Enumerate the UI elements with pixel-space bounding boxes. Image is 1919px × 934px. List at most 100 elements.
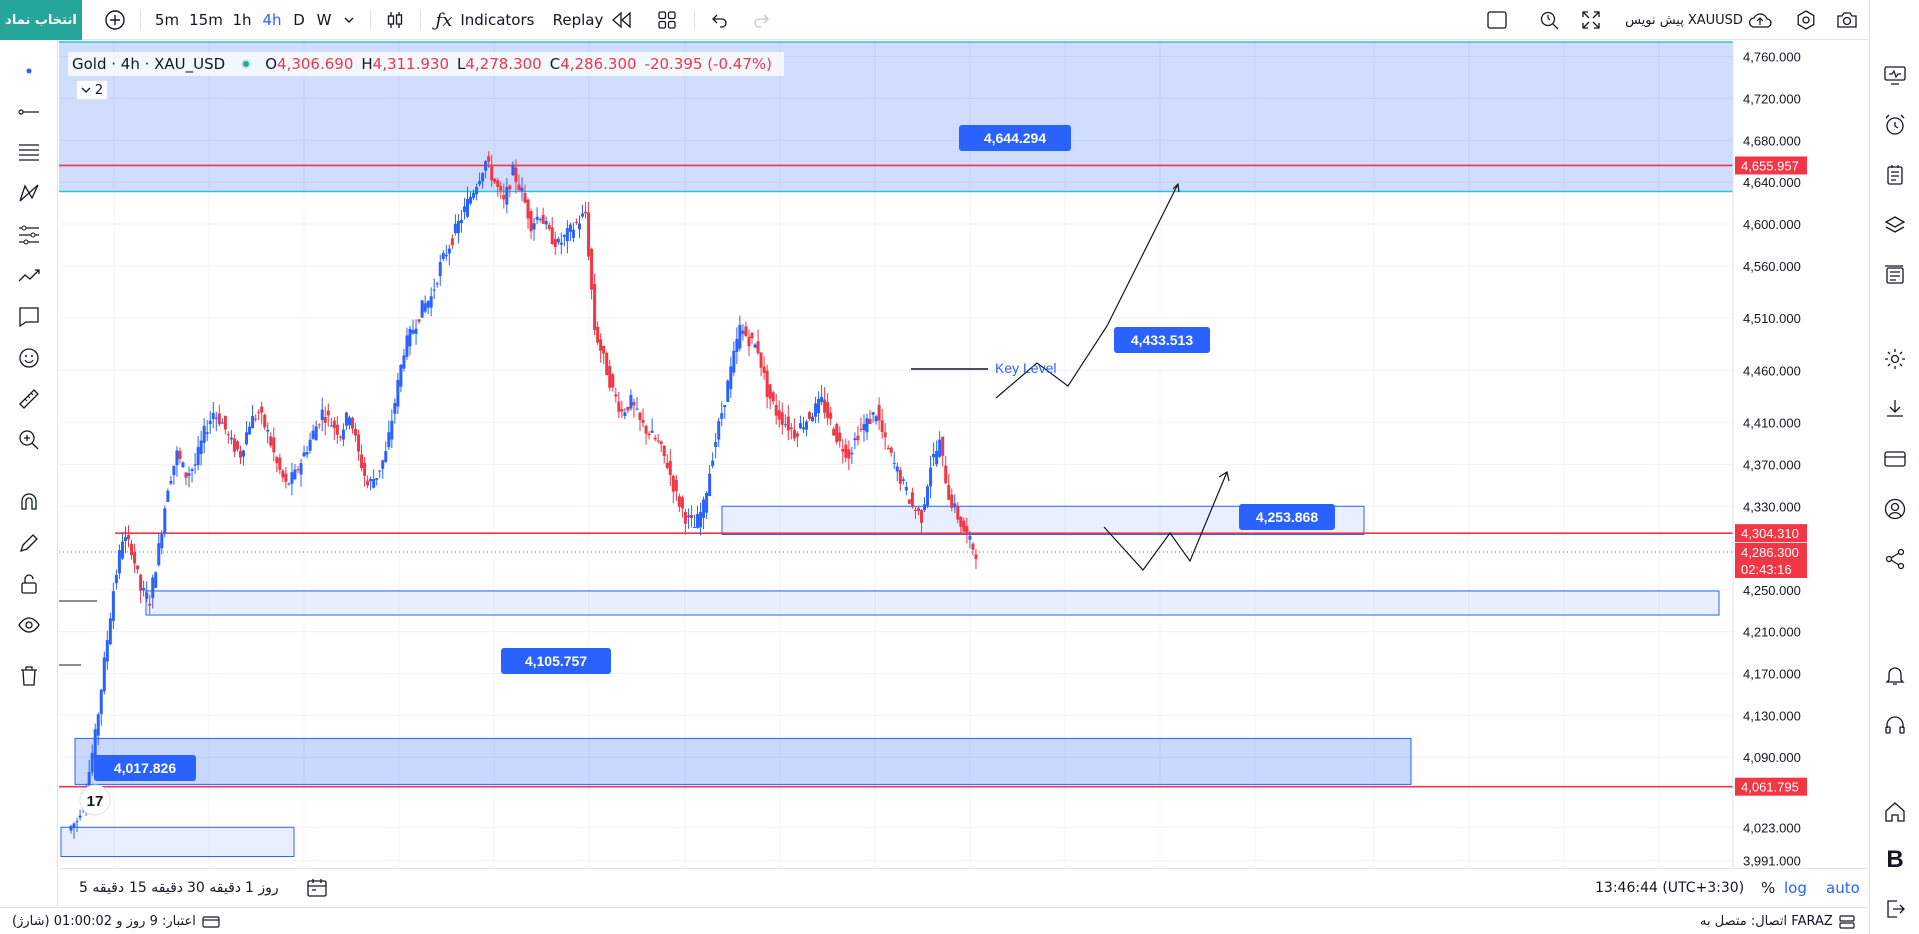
maximize-button[interactable]: [1576, 0, 1606, 40]
symbol-select-button[interactable]: انتخاب نماد: [0, 0, 82, 40]
notes-button[interactable]: [1880, 160, 1910, 190]
price-tick-label: 4,370.000: [1743, 457, 1801, 472]
delete-drawings-tool[interactable]: [14, 661, 44, 691]
candle-body: [317, 424, 321, 426]
candle-body: [671, 475, 675, 492]
camera-icon: [1837, 12, 1857, 28]
range-5-minutes[interactable]: 5 دقیقه: [79, 880, 125, 896]
auto-scale-toggle[interactable]: auto: [1826, 879, 1860, 897]
payment-button[interactable]: [1880, 444, 1910, 474]
fib-tool[interactable]: [14, 138, 44, 168]
interval-1h[interactable]: 1h: [232, 11, 252, 29]
go-to-date-button[interactable]: [305, 869, 329, 907]
news-button[interactable]: [1880, 260, 1910, 290]
legend-symbol[interactable]: Gold · 4h · XAU_USD: [72, 55, 226, 73]
quick-search-button[interactable]: [1534, 0, 1564, 40]
eye-icon: [18, 617, 40, 633]
interval-15m[interactable]: 15m: [189, 11, 223, 29]
price-chart[interactable]: Key Level 4,644.294 4,433.513 4,253.868 4,10…: [59, 41, 1868, 867]
candle-body: [556, 238, 560, 243]
settings-button[interactable]: [1880, 344, 1910, 374]
redo-button[interactable]: [746, 0, 776, 40]
chart-pane[interactable]: Key Level 4,644.294 4,433.513 4,253.868 4,10…: [59, 41, 1868, 907]
candle-body: [435, 283, 439, 285]
stay-in-drawing-tool[interactable]: [14, 528, 44, 558]
notifications-button[interactable]: [1880, 660, 1910, 690]
candle-body: [732, 350, 736, 373]
candle-body: [145, 592, 149, 599]
layout-button[interactable]: [652, 0, 682, 40]
interval-5m[interactable]: 5m: [154, 11, 180, 29]
candle-body: [441, 253, 445, 259]
candle-body: [266, 429, 270, 432]
download-icon: [1887, 400, 1903, 417]
text-tool[interactable]: [14, 302, 44, 332]
replay-button[interactable]: Replay: [548, 0, 638, 40]
candle-body: [357, 434, 361, 452]
trend-line-tool[interactable]: [14, 97, 44, 127]
candle-body: [883, 432, 887, 438]
candle-body: [641, 420, 645, 423]
candle-body: [447, 248, 451, 254]
layers-button[interactable]: [1880, 210, 1910, 240]
candle-body: [393, 402, 397, 414]
chart-type-button[interactable]: [380, 0, 410, 40]
clock-timezone[interactable]: 13:46:44 (UTC+3:30): [1595, 880, 1745, 896]
candle-body: [871, 412, 875, 415]
interval-day[interactable]: D: [293, 11, 305, 29]
layout-name-button[interactable]: پیش نویس XAUUSD: [1622, 0, 1746, 40]
candle-body: [798, 423, 802, 429]
pattern-tool[interactable]: [14, 179, 44, 209]
interval-4h[interactable]: 4h: [262, 11, 282, 29]
interval-dropdown[interactable]: [340, 0, 358, 40]
candle-body: [354, 428, 358, 436]
range-1-day[interactable]: 1 روز: [245, 880, 279, 896]
fullscreen-box-button[interactable]: [1482, 0, 1512, 40]
home-button[interactable]: [1880, 797, 1910, 827]
download-button[interactable]: [1880, 394, 1910, 424]
share-button[interactable]: [1880, 544, 1910, 574]
candle-body: [184, 472, 188, 478]
add-symbol-button[interactable]: [100, 0, 130, 40]
profile-button[interactable]: [1880, 494, 1910, 524]
range-30-minutes[interactable]: 30 دقیقه: [187, 880, 242, 896]
candle-body: [229, 437, 233, 440]
undo-button[interactable]: [705, 0, 735, 40]
logout-button[interactable]: [1880, 894, 1910, 924]
zoom-tool[interactable]: [14, 425, 44, 455]
hide-drawings-tool[interactable]: [14, 610, 44, 640]
lock-drawings-tool[interactable]: [14, 569, 44, 599]
broker-logo-button[interactable]: B: [1880, 845, 1910, 875]
candle-body: [581, 213, 585, 217]
candle-body: [208, 420, 212, 424]
alerts-button[interactable]: [1880, 110, 1910, 140]
candle-body: [647, 433, 651, 436]
plus-circle-icon: [105, 10, 125, 30]
sliders-icon: [19, 225, 39, 245]
indicators-collapse-button[interactable]: 2: [76, 80, 108, 100]
brush-tool[interactable]: [14, 261, 44, 291]
range-15-minutes[interactable]: 15 دقیقه: [129, 880, 184, 896]
interval-week[interactable]: W: [316, 11, 332, 29]
log-scale-toggle[interactable]: log: [1784, 879, 1807, 897]
chart-settings-button[interactable]: [1792, 0, 1820, 40]
magnet-tool[interactable]: [14, 487, 44, 517]
indicators-button[interactable]: ƒx Indicators: [432, 0, 538, 40]
candle-body: [529, 211, 533, 232]
candle-body: [898, 470, 902, 484]
function-icon: ƒx: [435, 9, 453, 31]
market-open-status-icon: [241, 59, 252, 69]
legend-open: 4,306.690: [277, 55, 354, 73]
forecast-tool[interactable]: [14, 220, 44, 250]
candle-body: [196, 447, 200, 466]
cursor-tool[interactable]: [14, 56, 44, 86]
cloud-save-button[interactable]: [1746, 0, 1774, 40]
snapshot-button[interactable]: [1832, 0, 1862, 40]
legend-high-label: H: [361, 55, 373, 73]
measure-tool[interactable]: [14, 384, 44, 414]
candle-body: [541, 215, 545, 224]
support-button[interactable]: [1880, 710, 1910, 740]
percent-scale-toggle[interactable]: %: [1761, 879, 1776, 897]
emoji-tool[interactable]: [14, 343, 44, 373]
watchlist-button[interactable]: [1880, 60, 1910, 90]
